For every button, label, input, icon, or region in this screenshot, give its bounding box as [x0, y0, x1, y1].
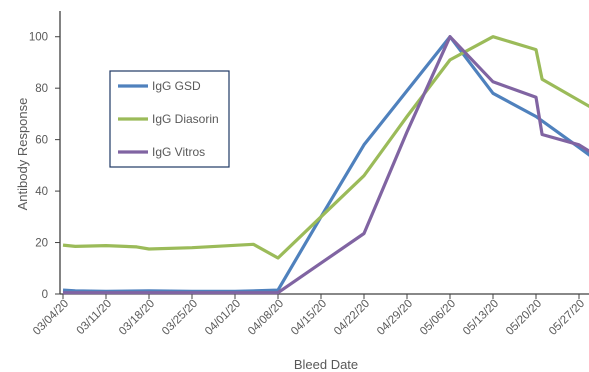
legend-label: IgG GSD — [152, 79, 201, 93]
series-lines — [62, 35, 589, 295]
x-tick-label: 04/15/20 — [289, 298, 329, 338]
x-tick-label: 05/13/20 — [461, 298, 501, 338]
series-line-igg-vitros — [63, 35, 589, 295]
x-tick-label: 03/04/20 — [31, 298, 71, 338]
legend: IgG GSD IgG Diasorin IgG Vitros — [109, 70, 230, 168]
legend-label: IgG Vitros — [152, 145, 205, 159]
x-tick-label: 05/06/20 — [418, 298, 458, 338]
y-tick-label: 100 — [29, 32, 48, 44]
x-axis-title: Bleed Date — [294, 357, 358, 372]
y-tick-label: 40 — [35, 186, 48, 198]
y-tick-label: 0 — [42, 289, 48, 301]
y-tick-label: 20 — [35, 238, 48, 250]
x-tick-label: 04/29/20 — [375, 298, 415, 338]
x-tick-label: 04/22/20 — [332, 298, 372, 338]
series-line-igg-diasorin — [62, 35, 589, 260]
x-tick-label: 05/20/20 — [504, 298, 544, 338]
y-tick-label: 80 — [35, 83, 48, 95]
x-tick-label: 05/27/20 — [547, 298, 587, 338]
x-tick-label: 03/18/20 — [117, 298, 157, 338]
x-axis: 03/04/20 03/11/20 03/18/20 03/25/20 04/01/20… — [31, 293, 589, 338]
legend-label: IgG Diasorin — [152, 112, 219, 126]
x-tick-label: 03/25/20 — [160, 298, 200, 338]
x-tick-label: 03/11/20 — [75, 298, 115, 338]
y-tick-label: 60 — [35, 135, 48, 147]
x-tick-label: 04/01/20 — [203, 298, 243, 338]
y-axis: 0 20 40 60 80 100 — [29, 11, 61, 301]
x-tick-label: 04/08/20 — [246, 298, 286, 338]
y-axis-title: Antibody Response — [15, 98, 30, 211]
